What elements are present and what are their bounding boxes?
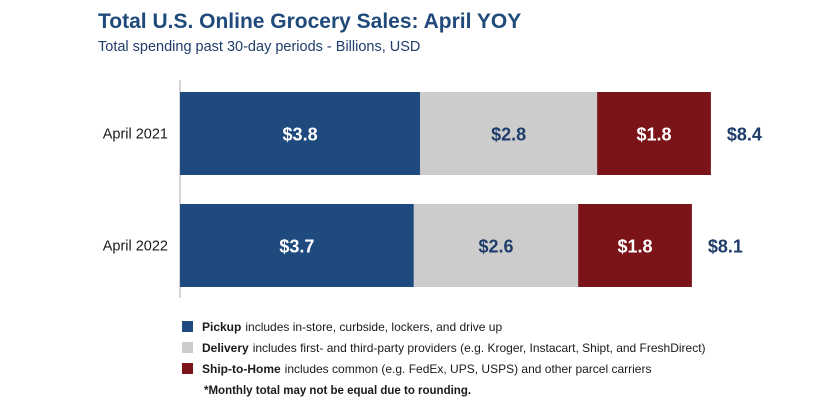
legend-desc: includes common (e.g. FedEx, UPS, USPS) … [284,361,652,376]
data-label-pickup: $3.7 [279,237,314,257]
legend-name: Pickup [202,319,242,334]
legend-desc: includes in-store, curbside, lockers, an… [245,319,503,334]
legend-swatch-pickup [182,321,193,332]
bar-segment-ship-to-home [578,204,692,287]
legend-item-ship-to-home: Ship-to-Home includes common (e.g. FedEx… [182,358,706,379]
data-label-ship-to-home: $1.8 [618,237,653,257]
data-label-delivery: $2.8 [491,125,526,145]
bar-segment-ship-to-home [597,92,711,175]
category-label: April 2021 [103,127,168,143]
bar-segment-delivery [413,204,579,287]
bar-segment-pickup [180,92,421,175]
legend-name: Delivery [202,340,249,355]
category-label: April 2022 [103,239,168,255]
legend-item-delivery: Delivery includes first- and third-party… [182,337,706,358]
legend-swatch-ship-to-home [182,363,193,374]
data-label-ship-to-home: $1.8 [636,125,671,145]
legend-desc: includes first- and third-party provider… [252,340,706,355]
chart-title: Total U.S. Online Grocery Sales: April Y… [98,10,522,33]
legend-name: Ship-to-Home [202,361,281,376]
data-label-delivery: $2.6 [478,237,513,257]
total-label: $8.4 [727,125,762,145]
total-label: $8.1 [708,237,743,257]
bar-segment-delivery [420,92,598,175]
bar-segment-pickup [180,204,414,287]
legend: Pickup includes in-store, curbside, lock… [182,316,706,379]
chart-subtitle: Total spending past 30-day periods - Bil… [98,39,421,55]
legend-item-pickup: Pickup includes in-store, curbside, lock… [182,316,706,337]
data-label-pickup: $3.8 [283,125,318,145]
footnote: *Monthly total may not be equal due to r… [204,385,472,397]
legend-swatch-delivery [182,342,193,353]
